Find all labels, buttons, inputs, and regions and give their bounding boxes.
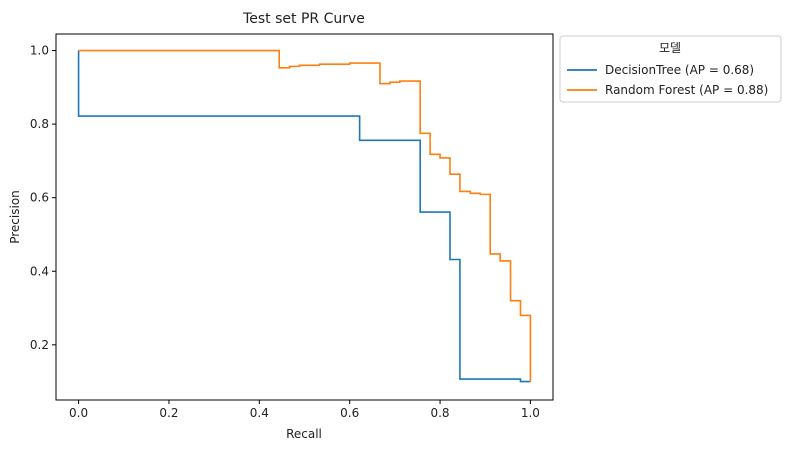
y-tick-label: 1.0 [30, 44, 49, 58]
x-tick-label: 0.8 [430, 406, 449, 420]
legend-entries: DecisionTree (AP = 0.68) Random Forest (A… [567, 63, 768, 97]
x-tick-label: 0.0 [69, 406, 88, 420]
series-line-0 [77, 50, 531, 383]
legend: 모델 DecisionTree (AP = 0.68) Random Forest… [559, 35, 782, 103]
y-tick-label: 0.6 [30, 191, 49, 205]
y-axis-ticks: 0.2 0.4 0.6 0.8 1.0 [30, 44, 56, 352]
y-tick-label: 0.8 [30, 117, 49, 131]
x-axis-label: Recall [286, 427, 322, 441]
chart-title: Test set PR Curve [242, 11, 365, 27]
plot-frame [55, 33, 554, 401]
legend-label-0: DecisionTree (AP = 0.68) [605, 63, 754, 77]
x-tick-label: 0.4 [250, 406, 269, 420]
y-tick-label: 0.2 [30, 338, 49, 352]
y-tick-label: 0.4 [30, 264, 49, 278]
x-tick-label: 1.0 [521, 406, 540, 420]
series-line-1 [78, 49, 532, 382]
x-tick-label: 0.6 [340, 406, 359, 420]
legend-label-1: Random Forest (AP = 0.88) [605, 83, 768, 97]
series-layer [77, 49, 532, 383]
legend-box [559, 35, 782, 103]
legend-title: 모델 [659, 41, 681, 55]
x-tick-label: 0.2 [159, 406, 178, 420]
y-axis-label: Precision [8, 190, 22, 244]
x-axis-ticks: 0.0 0.2 0.4 0.6 0.8 1.0 [69, 400, 540, 420]
plot-area: 0.0 0.2 0.4 0.6 0.8 1.0 0.2 0.4 0.6 0.8 1.0 [30, 33, 554, 420]
